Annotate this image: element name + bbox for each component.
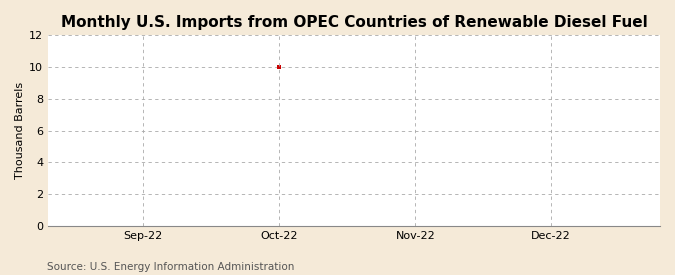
Y-axis label: Thousand Barrels: Thousand Barrels — [15, 82, 25, 179]
Text: Source: U.S. Energy Information Administration: Source: U.S. Energy Information Administ… — [47, 262, 294, 271]
Title: Monthly U.S. Imports from OPEC Countries of Renewable Diesel Fuel: Monthly U.S. Imports from OPEC Countries… — [61, 15, 647, 30]
